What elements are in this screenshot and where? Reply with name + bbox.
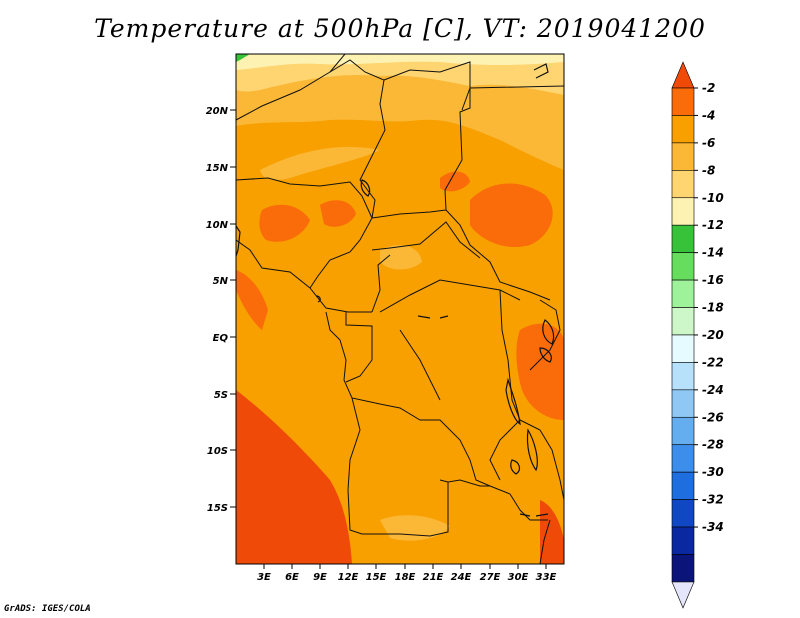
lat-tick-label: 20N	[206, 106, 229, 117]
field-light-central	[380, 245, 422, 270]
field-warm-west-10n	[259, 204, 310, 242]
colorbar-label: -8	[702, 163, 715, 177]
lat-tick-label: 5N	[213, 276, 229, 287]
lon-tick-label: 27E	[480, 572, 501, 583]
colorbar-label: -34	[702, 520, 724, 534]
colorbar-swatch	[671, 554, 695, 583]
map-title: Temperature at 500hPa [C], VT: 201904120…	[94, 14, 706, 43]
map-area	[236, 54, 564, 564]
colorbar-label: -16	[702, 273, 724, 287]
lon-tick-label: 6E	[285, 572, 299, 583]
field-warm-southwest	[236, 390, 352, 564]
grads-credit: GrADS: IGES/COLA	[4, 604, 91, 614]
lon-tick-label: 24E	[451, 572, 472, 583]
colorbar-swatch	[671, 444, 695, 473]
colorbar: -2 -4 -6 -8 -10 -12 -14 -16 -18 -20 -22 -24 -26 -28 -3…	[671, 61, 724, 609]
lat-tick-label: 10S	[207, 446, 228, 457]
colorbar-swatch	[671, 279, 695, 308]
colorbar-label: -2	[702, 81, 715, 95]
colorbar-swatch	[671, 362, 695, 391]
colorbar-label: -32	[702, 493, 724, 507]
colorbar-swatch	[671, 334, 695, 363]
colorbar-swatch	[671, 115, 695, 144]
field-green-patch	[236, 54, 250, 62]
lon-tick-label: 30E	[508, 572, 529, 583]
colorbar-swatch	[671, 170, 695, 199]
colorbar-swatch	[671, 142, 695, 171]
colorbar-label: -4	[702, 108, 715, 122]
colorbar-label: -30	[702, 465, 724, 479]
colorbar-swatch	[671, 471, 695, 500]
colorbar-label: -10	[702, 191, 724, 205]
lon-tick-label: 18E	[395, 572, 416, 583]
field-warm-east-coast	[516, 323, 564, 420]
colorbar-label: -24	[702, 383, 724, 397]
lakes	[236, 63, 555, 517]
lat-tick-label: 10N	[206, 220, 229, 231]
colorbar-swatch	[671, 224, 695, 253]
colorbar-label: -14	[702, 246, 724, 260]
colorbar-swatch	[671, 307, 695, 336]
colorbar-label: -18	[702, 301, 724, 315]
lat-tick-label: EQ	[213, 333, 229, 344]
colorbar-swatch	[671, 389, 695, 418]
field-warm-west-coast	[236, 270, 268, 330]
lat-tick-label: 5S	[214, 390, 228, 401]
colorbar-arrow-top	[671, 61, 695, 89]
colorbar-swatch	[671, 197, 695, 226]
field-cool-band	[260, 146, 380, 180]
lat-tick-label: 15N	[206, 163, 229, 174]
map-frame	[235, 53, 565, 565]
field-warm-southeast	[540, 500, 564, 564]
lon-tick-label: 9E	[313, 572, 327, 583]
longitude-axis: 3E 6E 9E 12E 15E 18E 21E 24E 27E 30E 33E	[257, 564, 557, 583]
colorbar-swatch	[671, 526, 695, 555]
colorbar-label: -26	[702, 410, 724, 424]
colorbar-arrow-bottom	[671, 581, 695, 609]
colorbar-label: -12	[702, 218, 724, 232]
colorbar-swatch	[671, 416, 695, 446]
colorbar-swatch	[671, 252, 695, 281]
field-cream-north	[236, 54, 564, 70]
field-warm-east	[470, 183, 553, 248]
lat-tick-label: 15S	[207, 503, 228, 514]
colorbar-label: -6	[702, 136, 715, 150]
lon-tick-label: 21E	[423, 572, 444, 583]
field-warm-central-10n	[320, 200, 356, 227]
lon-tick-label: 3E	[257, 572, 271, 583]
colorbar-label: -28	[702, 438, 724, 452]
lon-tick-label: 33E	[536, 572, 557, 583]
colorbar-swatch	[671, 499, 695, 528]
colorbar-swatch	[671, 87, 695, 116]
country-borders	[236, 54, 564, 564]
lon-tick-label: 12E	[338, 572, 359, 583]
colorbar-label: -20	[702, 328, 724, 342]
latitude-axis: 20N 15N 10N 5N EQ 5S 10S 15S	[206, 106, 236, 514]
colorbar-label: -22	[702, 355, 724, 369]
lon-tick-label: 15E	[366, 572, 387, 583]
